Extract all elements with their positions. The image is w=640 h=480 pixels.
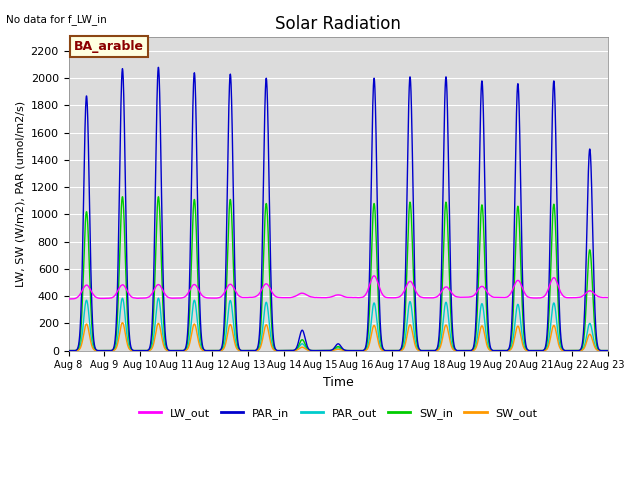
Y-axis label: LW, SW (W/m2), PAR (umol/m2/s): LW, SW (W/m2), PAR (umol/m2/s) xyxy=(15,101,25,287)
Legend: LW_out, PAR_in, PAR_out, SW_in, SW_out: LW_out, PAR_in, PAR_out, SW_in, SW_out xyxy=(134,403,542,423)
Title: Solar Radiation: Solar Radiation xyxy=(275,15,401,33)
X-axis label: Time: Time xyxy=(323,376,353,389)
Text: BA_arable: BA_arable xyxy=(74,40,144,53)
Text: No data for f_LW_in: No data for f_LW_in xyxy=(6,14,107,25)
